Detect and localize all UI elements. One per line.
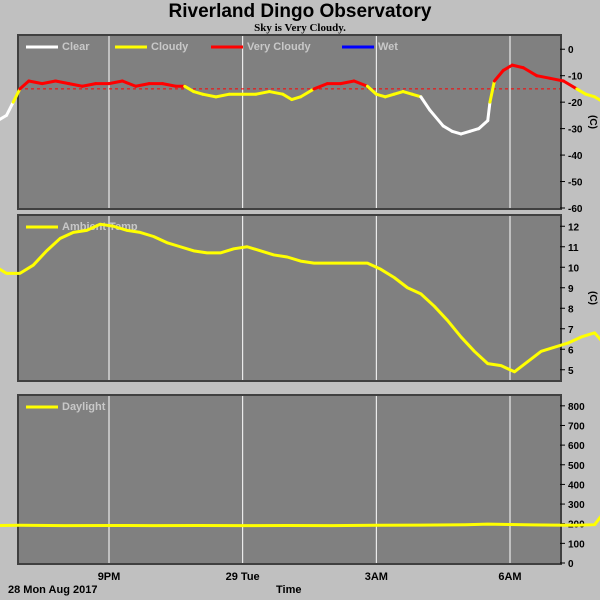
sky-legend-label-wet: Wet	[378, 41, 398, 53]
sky-series-segment	[468, 127, 481, 133]
sky-series-segment	[374, 92, 387, 99]
ambient-ytick-label: 7	[568, 325, 574, 336]
sky-legend-label-cloudy: Cloudy	[151, 41, 189, 53]
sky-ytick-label: -50	[568, 178, 583, 189]
sky-series-segment	[5, 100, 15, 117]
daylight-ytick-label: 300	[568, 500, 585, 511]
sky-ytick-label: -10	[568, 72, 583, 83]
ambient-ytick-label: 10	[568, 263, 580, 274]
sky-series-segment	[392, 90, 405, 96]
sky-series-segment	[0, 113, 9, 122]
sky-series-segment	[428, 108, 445, 128]
sky-series-segment	[160, 82, 178, 88]
sky-ytick-label: -60	[568, 204, 583, 215]
daylight-ytick-label: 800	[568, 402, 585, 413]
sky-ytick-label: -40	[568, 151, 583, 162]
sky-series-segment	[339, 79, 356, 86]
sky-series-segment	[459, 129, 472, 136]
sky-series-segment	[107, 79, 124, 86]
sky-series-segment	[593, 95, 600, 102]
sky-series-segment	[40, 79, 58, 86]
sky-series-segment	[299, 87, 316, 99]
sky-series-segment	[535, 74, 552, 80]
footer-date: 28 Mon Aug 2017	[8, 584, 98, 596]
sky-series-segment	[450, 129, 463, 136]
sky-series-segment	[201, 92, 218, 99]
sky-series-segment	[410, 92, 423, 99]
daylight-ytick-label: 700	[568, 421, 585, 432]
sky-series-segment	[575, 87, 588, 96]
sky-series-segment	[441, 124, 454, 133]
sky-series-segment	[67, 82, 84, 88]
sky-series-segment	[27, 79, 44, 86]
daylight-plot-area	[19, 396, 560, 563]
sky-series-segment	[54, 79, 71, 86]
ambient-ytick-label: 5	[568, 366, 574, 377]
sky-legend-label-very-cloudy: Very Cloudy	[247, 41, 311, 53]
sky-series-segment	[352, 79, 369, 88]
sky-status-subtitle: Sky is Very Cloudy.	[254, 22, 346, 34]
x-tick-label-29-tue: 29 Tue	[226, 571, 260, 583]
sky-series-segment	[510, 63, 525, 70]
sky-ytick-label: 0	[568, 45, 574, 56]
sky-ytick-label: -30	[568, 125, 583, 136]
sky-series-segment	[80, 82, 98, 88]
sky-series-segment	[401, 90, 414, 96]
x-tick-label-3am: 3AM	[365, 571, 388, 583]
daylight-ytick-label: 500	[568, 461, 585, 472]
sky-series-segment	[254, 90, 271, 96]
x-tick-label-6am: 6AM	[498, 571, 521, 583]
sky-series-segment	[290, 95, 303, 102]
sky-series-segment	[312, 82, 329, 91]
daylight-series-line	[0, 514, 600, 528]
sky-series-segment	[192, 90, 205, 96]
sky-series-segment	[365, 84, 378, 96]
sky-series-segment	[584, 92, 597, 99]
ambient-ylabel: (C)	[587, 291, 598, 305]
ambient-ytick-label: 8	[568, 304, 574, 315]
sky-series-segment	[477, 119, 490, 131]
ambient-series-line	[0, 222, 600, 374]
ambient-ytick-label: 12	[568, 222, 580, 233]
daylight-legend-label-daylight: Daylight	[62, 401, 106, 413]
sky-series-segment	[492, 68, 505, 83]
sky-series-segment	[183, 84, 196, 94]
sky-series-segment	[134, 82, 151, 88]
sky-series-segment	[267, 90, 285, 96]
sky-series-segment	[419, 95, 432, 112]
sky-series-segment	[488, 79, 496, 104]
sky-panel: 0 -10 -20 -30 -40 -50 -60 (C) Clear Cloudy Very Cl…	[0, 34, 600, 215]
daylight-ytick-label: 100	[568, 539, 585, 550]
sky-series-segment	[281, 92, 294, 102]
sky-series-segment	[120, 79, 138, 88]
sky-ytick-label: -20	[568, 98, 583, 109]
sky-series-segment	[214, 92, 231, 99]
sky-series-segment	[18, 79, 31, 91]
sky-series-segment	[11, 87, 22, 104]
daylight-ytick-label: 600	[568, 441, 585, 452]
x-tick-label-9pm: 9PM	[98, 571, 121, 583]
sky-series-segment	[486, 100, 492, 123]
daylight-ytick-label: 0	[568, 559, 574, 570]
chart-title: Riverland Dingo Observatory	[168, 1, 432, 22]
sky-series-segment	[383, 92, 396, 99]
sky-series-segment	[548, 76, 565, 83]
sky-series-segment	[521, 66, 539, 78]
sky-series-segment	[501, 63, 514, 72]
footer-time-label: Time	[276, 584, 302, 596]
sky-plot-area	[19, 36, 560, 208]
ambient-ytick-label: 6	[568, 345, 574, 356]
sky-legend-label-clear: Clear	[62, 41, 90, 53]
sky-ylabel: (C)	[587, 115, 598, 129]
ambient-ytick-label: 9	[568, 284, 574, 295]
ambient-ytick-label: 11	[568, 243, 579, 254]
sky-series-segment	[561, 79, 579, 91]
daylight-ytick-label: 400	[568, 480, 585, 491]
